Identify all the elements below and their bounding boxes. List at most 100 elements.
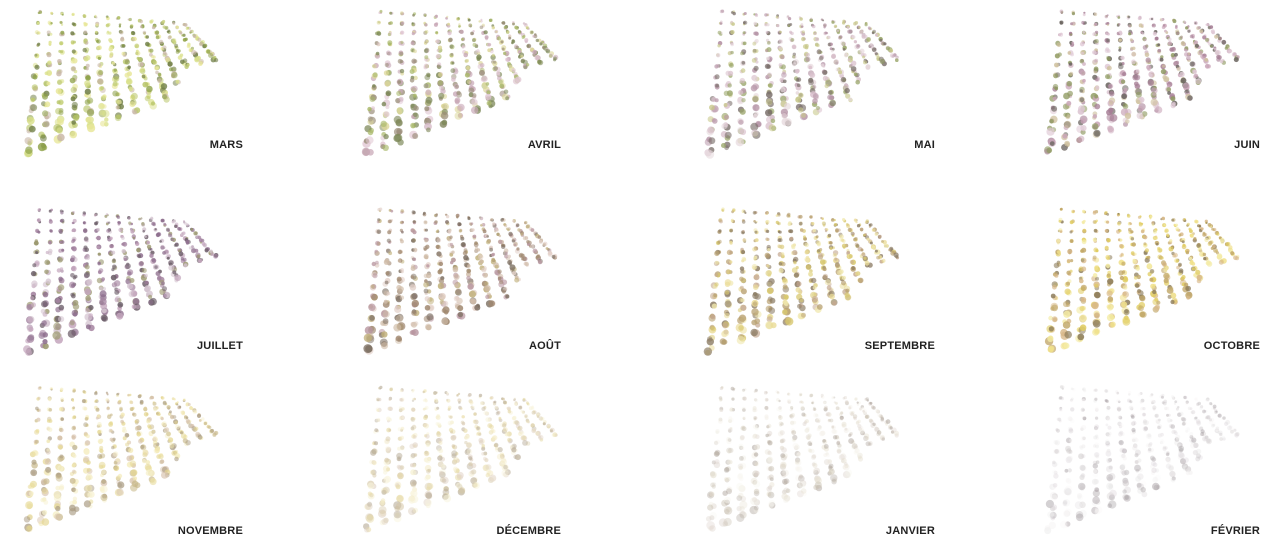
plant-dot — [425, 99, 432, 107]
plant-dot — [494, 264, 499, 269]
plant-dot — [854, 271, 859, 276]
plant-dot — [526, 239, 530, 244]
plant-dot — [70, 59, 75, 64]
plant-dot — [413, 75, 418, 81]
plant-dot — [739, 108, 746, 115]
plant-dot — [1121, 261, 1126, 266]
plant-dot — [741, 256, 746, 262]
plant-dot — [1069, 71, 1074, 76]
plant-dot — [1233, 57, 1239, 63]
plant-dot — [155, 70, 159, 75]
plant-dot — [180, 410, 184, 415]
plant-dot — [812, 24, 815, 27]
plant-dot — [769, 297, 776, 304]
plant-dot — [879, 58, 885, 65]
plant-dot — [37, 208, 41, 212]
plant-dot — [96, 414, 101, 418]
plant-dot — [129, 407, 134, 411]
plant-dot — [86, 434, 90, 439]
plant-dot — [214, 58, 219, 63]
plant-dot — [1054, 62, 1059, 68]
plant-dot — [44, 101, 51, 108]
plant-dot — [1170, 292, 1177, 299]
plant-dot — [740, 51, 744, 56]
plant-dot — [520, 232, 524, 236]
plant-dot — [191, 245, 194, 248]
plant-dot — [1082, 62, 1086, 66]
plant-dot — [485, 294, 490, 300]
plant-dot — [59, 20, 63, 24]
plant-dot — [851, 35, 856, 39]
plant-dot — [537, 235, 542, 239]
plant-dot — [479, 69, 485, 76]
plant-dot — [1122, 285, 1128, 290]
plant-dot — [532, 34, 536, 38]
plant-dot — [84, 80, 91, 87]
plant-dot — [112, 451, 119, 457]
plant-dot — [1093, 312, 1100, 319]
plant-dot — [1193, 40, 1199, 45]
month-panel: OCTOBRE — [1044, 207, 1260, 353]
plant-dot — [145, 469, 153, 477]
plant-dot — [69, 77, 76, 84]
plant-dot — [1151, 24, 1155, 27]
plant-dot — [1059, 230, 1063, 233]
plant-dot — [1138, 23, 1143, 28]
plant-dot — [476, 57, 481, 61]
plant-dot — [1047, 346, 1054, 353]
plant-dot — [188, 246, 192, 250]
plant-dot — [115, 92, 120, 97]
plant-dot — [84, 99, 91, 105]
plant-dot — [467, 283, 474, 290]
plant-dot — [39, 386, 42, 389]
plant-dot — [837, 269, 843, 276]
plant-dot — [815, 37, 820, 42]
plant-dot — [888, 248, 891, 252]
plant-dot — [363, 333, 373, 343]
plant-dot — [136, 248, 141, 253]
plant-dot — [1149, 73, 1153, 78]
plant-dot — [201, 242, 206, 246]
plant-dot — [388, 219, 392, 224]
plant-dot — [1094, 103, 1101, 110]
plant-dot — [182, 231, 186, 235]
plant-dot — [1072, 210, 1075, 213]
plant-dot — [1046, 147, 1053, 154]
plant-dot — [60, 50, 64, 54]
plant-dot — [55, 298, 61, 303]
plant-dot — [130, 484, 138, 492]
plant-dot — [106, 393, 109, 396]
plant-dot — [1202, 233, 1207, 237]
plant-dot — [1139, 295, 1146, 302]
plant-dot — [42, 339, 48, 345]
plant-dot — [1175, 223, 1179, 227]
plant-dot — [1081, 20, 1085, 25]
plant-dot — [1121, 93, 1127, 100]
plant-dot — [191, 49, 197, 56]
plant-dot — [83, 40, 87, 44]
plant-dot — [1082, 31, 1086, 34]
plant-dot — [109, 437, 114, 442]
plant-dot — [1120, 79, 1126, 84]
plant-dot — [122, 436, 127, 441]
plant-dot — [822, 69, 828, 76]
plant-dot — [30, 104, 38, 112]
plant-dot — [97, 262, 101, 266]
plant-dot — [41, 320, 47, 326]
plant-dot — [460, 236, 465, 241]
plant-dot — [155, 30, 160, 35]
plant-dot — [100, 493, 108, 501]
plant-dot — [375, 251, 380, 256]
plant-dot — [511, 41, 514, 45]
plant-dot — [796, 83, 801, 88]
plant-dot — [85, 63, 90, 68]
plant-dot — [1188, 256, 1193, 261]
plant-dot — [741, 98, 746, 103]
plant-dot — [754, 13, 759, 18]
plant-dot — [1092, 273, 1098, 278]
plant-dot — [869, 241, 873, 245]
plant-dot — [127, 65, 131, 70]
plant-dot — [845, 288, 850, 293]
plant-dot — [1191, 267, 1196, 271]
plant-dot — [511, 271, 517, 276]
